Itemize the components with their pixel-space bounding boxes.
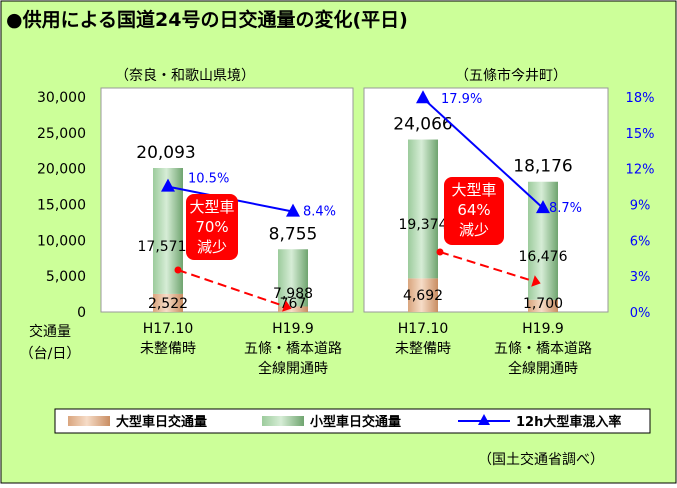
category-label: H17.10 [143,321,194,337]
rate-value-label: 8.4% [303,205,336,220]
bar-small-value-label: 7,988 [273,286,313,302]
legend-label-rate: 12h大型車混入率 [516,414,621,430]
right-axis-tick-label: 0% [630,306,651,321]
legend-swatch-small [262,416,304,426]
bar-large-value-label: 2,522 [148,296,188,312]
reduction-arrow [439,251,534,282]
left-axis-tick-label: 20,000 [37,162,86,178]
left-axis-label-line2: （台/日） [20,346,81,362]
reduction-callout-text: 64% [457,201,490,219]
reduction-callout-text: 大型車 [189,198,234,216]
legend-box [54,408,651,434]
left-axis-tick-label: 15,000 [37,198,86,214]
rate-value-label: 17.9% [441,92,482,107]
right-axis-tick-label: 3% [630,270,651,285]
bar-total-label: 8,755 [269,224,318,244]
reduction-arrow-head [282,300,292,312]
category-label: 五條・橋本道路 [244,341,342,357]
category-label: H17.10 [398,321,449,337]
bar-large-vehicle [408,278,438,312]
reduction-callout-text: 減少 [197,238,227,256]
right-axis-tick-label: 6% [630,234,651,249]
category-label: 全線開通時 [508,360,578,377]
bar-small-value-label: 17,571 [138,239,187,255]
reduction-arrow [177,269,285,307]
left-axis-tick-label: 0 [77,305,86,321]
reduction-arrow-start [436,248,444,256]
legend-swatch-large [68,416,110,426]
left-axis-ticks: 30,000 25,000 20,000 15,000 10,000 5,000 0 [37,90,86,321]
category-label: 未整備時 [140,341,196,357]
rate-marker [536,200,550,214]
legend-label-small: 小型車日交通量 [310,414,401,430]
bar-large-value-label: 4,692 [403,288,443,304]
bar-total-label: 24,066 [393,115,452,135]
bar-large-vehicle [528,299,558,312]
legend-label-large: 大型車日交通量 [116,414,207,430]
chart-marks: 20,09317,5712,5228,7557,98876710.5%8.4%H… [136,90,592,377]
bar-small-value-label: 19,374 [399,217,448,233]
left-axis-tick-label: 25,000 [37,126,86,142]
category-label: 全線開通時 [258,360,328,377]
bar-small-vehicle [278,249,308,307]
category-label: H19.9 [272,321,314,337]
rate-value-label: 8.7% [549,201,582,216]
category-label: 五條・橋本道路 [494,341,592,357]
reduction-callout-text: 減少 [459,221,489,239]
right-axis-tick-label: 9% [630,199,651,214]
reduction-callout-text: 大型車 [451,181,496,199]
bar-large-vehicle [153,293,183,312]
left-axis-tick-label: 10,000 [37,233,86,249]
bar-large-value-label: 1,700 [523,296,563,312]
left-axis-tick-label: 30,000 [37,90,86,106]
right-axis-ticks: 18% 15% 12% 9% 6% 3% 0% [626,91,655,321]
rate-value-label: 10.5% [188,172,229,187]
reduction-arrow-head [531,275,541,287]
right-axis-tick-label: 18% [626,91,655,106]
bar-total-label: 20,093 [136,143,195,163]
left-axis-tick-label: 5,000 [46,269,86,285]
bar-total-label: 18,176 [513,157,572,177]
right-axis-tick-label: 15% [626,127,655,142]
right-subtitle: （五條市今井町） [455,67,567,84]
rate-marker [286,203,300,217]
reduction-callout [444,177,504,245]
category-label: H19.9 [522,321,564,337]
reduction-callout-text: 70% [195,218,228,236]
chart-title: ●供用による国道24号の日交通量の変化(平日) [6,8,408,31]
bar-small-vehicle [408,139,438,279]
rate-marker [416,90,430,104]
rate-marker [161,178,175,192]
reduction-arrow-start [174,266,182,274]
left-subtitle: （奈良・和歌山県境） [115,68,255,84]
category-label: 未整備時 [395,341,451,357]
bar-small-value-label: 16,476 [519,249,568,265]
bar-large-vehicle [278,306,308,312]
legend-swatch-rate-marker [478,414,490,425]
reduction-callout [186,194,238,260]
right-axis-tick-label: 12% [626,163,655,178]
rate-line [422,97,544,209]
source-note: （国土交通省調べ） [478,451,604,468]
left-axis-label-line1: 交通量 [29,323,71,340]
